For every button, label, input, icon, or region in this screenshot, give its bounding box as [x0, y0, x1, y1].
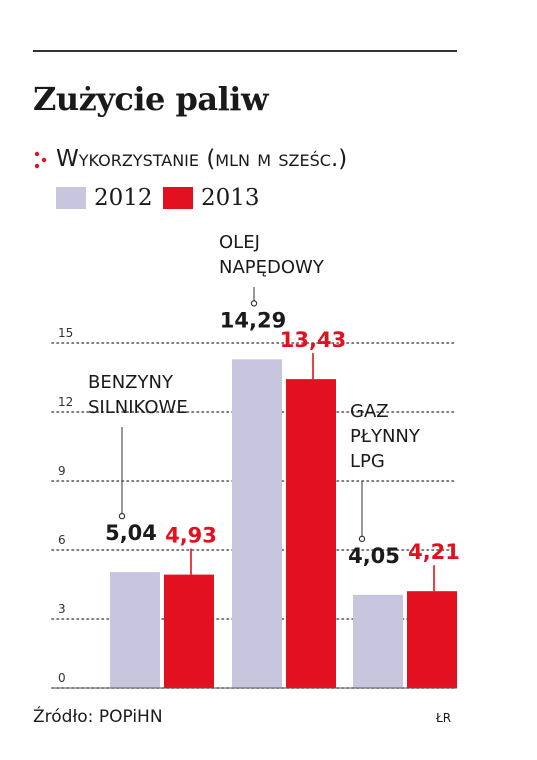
legend-label-2012: 2012	[94, 185, 153, 211]
bar-2012-2	[353, 594, 403, 688]
value-label-2012-0: 5,04	[105, 521, 157, 545]
category-label-1-line-0: OLEJ	[219, 232, 260, 253]
category-label-0-line-0: BENZYNY	[88, 372, 174, 393]
bar-2013-0	[164, 574, 214, 688]
y-tick-label-12: 12	[58, 395, 73, 409]
category-label-1-line-1: NAPĘDOWY	[219, 257, 325, 278]
category-label-2-line-0: GAZ	[350, 401, 389, 422]
y-tick-label-0: 0	[58, 671, 66, 685]
bar-2012-1	[232, 359, 282, 688]
y-tick-label-6: 6	[58, 533, 66, 547]
value-label-2013-2: 4,21	[408, 540, 460, 564]
bar-2012-0	[110, 572, 160, 688]
legend-label-2013: 2013	[201, 185, 260, 211]
value-label-2012-2: 4,05	[348, 544, 400, 568]
y-tick-label-3: 3	[58, 602, 66, 616]
value-label-2013-0: 4,93	[165, 524, 217, 548]
bar-2013-1	[286, 379, 336, 688]
category-label-2-line-1: PŁYNNY	[350, 426, 421, 447]
legend-swatch-2012	[56, 187, 86, 209]
value-label-2012-1: 14,29	[220, 308, 286, 332]
category-leader-dot-2	[358, 535, 366, 543]
category-leader-dot-0	[118, 512, 126, 520]
y-tick-label-9: 9	[58, 464, 66, 478]
legend-swatch-2013	[163, 187, 193, 209]
top-rule	[33, 50, 457, 52]
chart-subtitle: Wykorzystanie (mln m sześc.)	[56, 146, 348, 172]
chart-title: Zużycie paliw	[33, 80, 269, 118]
bullet-dots-icon	[34, 151, 47, 169]
category-leader-dot-1	[250, 300, 258, 307]
source-note: Źródło: POPiHN	[33, 707, 163, 727]
value-label-2013-1: 13,43	[280, 328, 346, 352]
category-label-0-line-1: SILNIKOWE	[88, 397, 188, 418]
category-label-2-line-2: LPG	[350, 451, 385, 472]
legend-item-2012: 2012	[56, 185, 153, 211]
bar-2013-2	[407, 591, 457, 688]
legend-item-2013: 2013	[163, 185, 260, 211]
author-credit: ŁR	[436, 711, 452, 725]
y-tick-label-15: 15	[58, 326, 73, 340]
